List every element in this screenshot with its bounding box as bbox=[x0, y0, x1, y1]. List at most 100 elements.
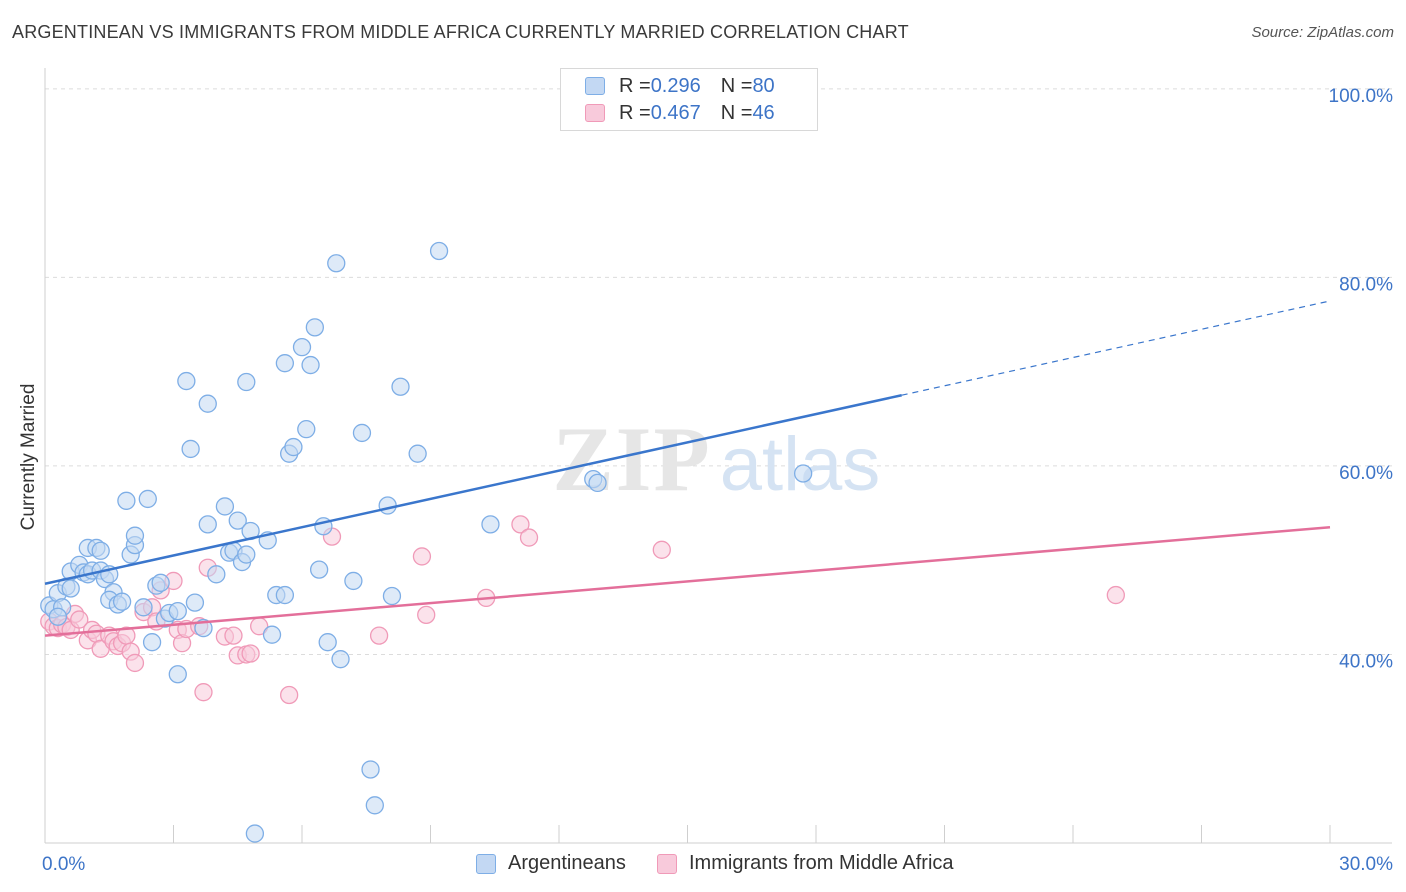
argentinean-point bbox=[142, 633, 162, 652]
immigrant-point bbox=[125, 653, 145, 673]
immigrant-point bbox=[241, 644, 260, 663]
argentinean-point bbox=[168, 665, 187, 684]
argentinean-point bbox=[365, 796, 384, 815]
legend-swatch-pink bbox=[585, 104, 605, 122]
y-tick-label: 60.0% bbox=[1339, 463, 1393, 484]
legend-swatch-pink bbox=[657, 853, 677, 874]
argentinean-point bbox=[301, 355, 320, 375]
immigrant-point bbox=[417, 605, 436, 625]
argentinean-point bbox=[378, 496, 397, 515]
watermark-atlas: atlas bbox=[720, 422, 881, 507]
argentinean-point bbox=[275, 354, 295, 373]
legend-r-label: R = bbox=[619, 101, 651, 124]
immigrant-point bbox=[511, 515, 530, 534]
argentinean-point bbox=[794, 464, 813, 483]
y-axis-label: Currently Married bbox=[18, 384, 39, 531]
legend-item-argentineans: Argentineans bbox=[476, 852, 626, 875]
argentinean-point bbox=[352, 423, 372, 443]
argentinean-point bbox=[284, 437, 303, 457]
argentinean-point bbox=[177, 371, 196, 391]
immigrant-point bbox=[70, 610, 89, 629]
x-tick-label: 0.0% bbox=[42, 854, 85, 875]
legend-n-label: N = bbox=[720, 74, 753, 97]
axes bbox=[44, 68, 1392, 844]
argentinean-point bbox=[237, 372, 256, 392]
argentinean-trend-line bbox=[44, 394, 902, 585]
y-tick-label: 80.0% bbox=[1339, 274, 1393, 295]
argentinean-point bbox=[292, 337, 312, 357]
argentinean-point bbox=[61, 579, 80, 598]
argentinean-point bbox=[327, 254, 346, 273]
argentinean-point bbox=[344, 571, 363, 591]
argentinean-point bbox=[237, 545, 256, 564]
watermark-zip: ZIP bbox=[552, 408, 711, 510]
argentinean-point bbox=[138, 489, 157, 509]
argentinean-point bbox=[185, 593, 205, 612]
argentinean-point bbox=[309, 560, 329, 579]
legend-r-value: 0.467 bbox=[650, 101, 701, 124]
legend-swatch-blue bbox=[585, 77, 605, 95]
tick-labels: 40.0% 60.0% 80.0% 100.0% 0.0% 30.0% bbox=[42, 86, 1393, 875]
grid-lines bbox=[45, 88, 1392, 655]
immigrant-point bbox=[224, 626, 243, 645]
argentinean-point bbox=[318, 633, 337, 652]
argentinean-point bbox=[198, 394, 217, 413]
legend-n-value: 80 bbox=[752, 74, 775, 97]
argentinean-point bbox=[151, 573, 170, 592]
argentinean-point bbox=[481, 515, 500, 534]
argentinean-point bbox=[305, 318, 325, 337]
argentinean-point bbox=[112, 592, 132, 611]
argentinean-point bbox=[588, 473, 607, 493]
argentinean-point bbox=[198, 515, 217, 534]
series-argentineans-points bbox=[40, 241, 813, 843]
legend-n-value: 46 bbox=[752, 101, 775, 124]
y-tick-label: 40.0% bbox=[1339, 651, 1393, 672]
series-legend: Argentineans Immigrants from Middle Afri… bbox=[0, 852, 1406, 878]
argentinean-point bbox=[331, 650, 350, 669]
legend-row-immigrants: R = 0.467 N = 46 bbox=[585, 100, 775, 126]
immigrant-point bbox=[279, 685, 299, 705]
immigrant-point bbox=[519, 528, 539, 547]
legend-swatch-blue bbox=[476, 853, 496, 874]
chart-title: ARGENTINEAN VS IMMIGRANTS FROM MIDDLE AF… bbox=[12, 22, 909, 42]
argentinean-point bbox=[228, 511, 247, 530]
argentinean-point bbox=[361, 760, 380, 779]
argentinean-point bbox=[215, 497, 235, 516]
legend-r-value: 0.296 bbox=[650, 74, 701, 97]
series-immigrants-points bbox=[40, 515, 1125, 705]
argentinean-point bbox=[245, 824, 265, 843]
trend-lines bbox=[44, 300, 1331, 637]
legend-label-immigrants: Immigrants from Middle Africa bbox=[689, 852, 954, 874]
argentinean-point bbox=[382, 586, 402, 606]
correlation-legend: R = 0.296 N = 80 R = 0.467 N = 46 bbox=[560, 68, 818, 131]
immigrant-point bbox=[1106, 585, 1125, 605]
immigrant-point bbox=[369, 626, 389, 645]
argentinean-trend-extension bbox=[901, 300, 1331, 396]
y-tick-label: 100.0% bbox=[1329, 86, 1394, 107]
argentinean-point bbox=[262, 625, 282, 644]
argentinean-point bbox=[48, 607, 67, 626]
immigrant-point bbox=[652, 540, 671, 559]
argentinean-point bbox=[408, 444, 427, 463]
argentinean-point bbox=[207, 565, 226, 584]
argentinean-point bbox=[429, 241, 449, 261]
argentinean-point bbox=[297, 420, 316, 439]
immigrant-point bbox=[194, 683, 213, 702]
immigrant-point bbox=[412, 547, 432, 566]
legend-r-label: R = bbox=[619, 74, 651, 97]
argentinean-point bbox=[134, 598, 153, 617]
x-tick-label: 30.0% bbox=[1339, 854, 1393, 875]
argentinean-point bbox=[117, 491, 136, 510]
legend-n-label: N = bbox=[720, 101, 753, 124]
source-label: Source: ZipAtlas.com bbox=[1251, 24, 1394, 41]
argentinean-point bbox=[168, 601, 187, 621]
argentinean-point bbox=[125, 526, 145, 545]
legend-item-immigrants: Immigrants from Middle Africa bbox=[657, 852, 954, 875]
argentinean-point bbox=[275, 585, 295, 605]
argentinean-point bbox=[181, 439, 200, 459]
argentinean-point bbox=[391, 377, 410, 396]
immigrant-trend-line bbox=[44, 525, 1331, 637]
legend-label-argentineans: Argentineans bbox=[508, 852, 626, 874]
legend-row-argentineans: R = 0.296 N = 80 bbox=[585, 73, 775, 99]
